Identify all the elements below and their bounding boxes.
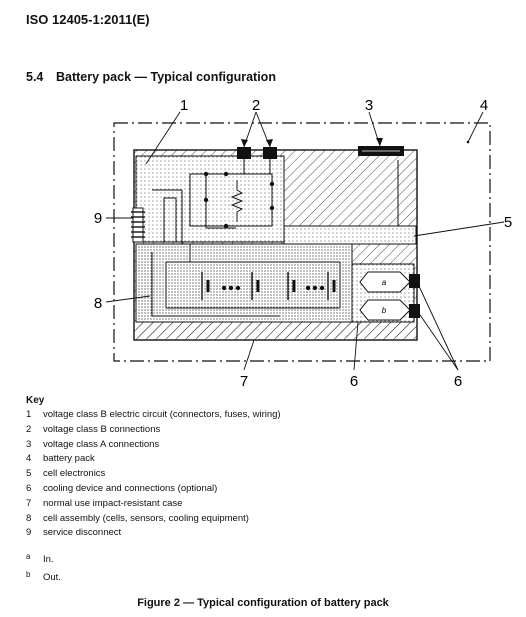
cell-assembly-area <box>135 243 353 323</box>
key-number: 7 <box>26 497 32 509</box>
key-item: 9 service disconnect <box>26 527 281 542</box>
cooling-connector-outlet <box>409 304 420 318</box>
key-number: 2 <box>26 423 32 435</box>
section-heading: 5.4 Battery pack — Typical configuration <box>26 70 276 84</box>
class-b-circuit-area <box>135 155 285 243</box>
callout-6-connectors: 6 <box>454 373 462 390</box>
cell-ellipsis-dots <box>221 285 325 291</box>
key-text: service disconnect <box>43 527 122 539</box>
callout-9: 9 <box>94 210 102 227</box>
note-text: In. <box>43 554 54 565</box>
cell-symbols <box>201 272 336 300</box>
key-text: voltage class B electric circuit (connec… <box>43 409 281 420</box>
key-item: 5 cell electronics <box>26 468 281 483</box>
class-b-connector-2 <box>263 147 277 159</box>
key-text: cell assembly (cells, sensors, cooling e… <box>43 512 249 524</box>
coolant-outlet-arrow <box>359 299 411 321</box>
note-item: b Out. <box>26 570 61 590</box>
wiring-nodes <box>203 171 275 229</box>
cooling-connector-inlet <box>409 274 420 288</box>
key-number: 3 <box>26 438 32 450</box>
key-number: 1 <box>26 409 32 420</box>
key-title: Key <box>26 395 45 406</box>
leader-lines <box>105 111 505 371</box>
inlet-marker: a <box>382 278 387 287</box>
key-item: 2 voltage class B connections <box>26 424 281 439</box>
battery-pack-outline <box>113 122 491 362</box>
callout-2: 2 <box>252 97 260 114</box>
key-text: battery pack <box>43 453 95 465</box>
note-item: a In. <box>26 552 61 572</box>
cell-electronics-area <box>283 225 417 245</box>
callout-1: 1 <box>180 97 188 114</box>
key-item: 6 cooling device and connections (optiona… <box>26 483 281 498</box>
key-notes: a In. b Out. <box>26 552 61 590</box>
key-number: 5 <box>26 468 32 480</box>
key-number: 9 <box>26 527 32 539</box>
key-item: 7 normal use impact-resistant case <box>26 498 281 513</box>
key-item: 8 cell assembly (cells, sensors, cooling … <box>26 513 281 528</box>
cell-wiring <box>151 244 341 317</box>
key-number: 6 <box>26 482 32 494</box>
key-item: 4 battery pack <box>26 453 281 468</box>
key-number: 4 <box>26 453 32 465</box>
section-title: Battery pack — Typical configuration <box>56 70 276 84</box>
key-text: voltage class A connections <box>43 438 160 450</box>
callout-8: 8 <box>94 295 102 312</box>
key-text: voltage class B connections <box>43 423 161 435</box>
callout-6-cooling-area: 6 <box>350 373 358 390</box>
key-text: normal use impact-resistant case <box>43 497 183 509</box>
class-b-connector-1 <box>237 147 251 159</box>
key-list: 1 voltage class B electric circuit (conne… <box>26 409 281 542</box>
key-number: 8 <box>26 512 32 524</box>
callout-7: 7 <box>240 373 248 390</box>
section-number: 5.4 <box>26 70 44 84</box>
key-item: 3 voltage class A connections <box>26 439 281 454</box>
figure-caption: Figure 2 — Typical configuration of batt… <box>137 597 389 609</box>
note-mark: b <box>26 570 31 579</box>
class-b-wiring <box>152 150 399 244</box>
callout-5: 5 <box>504 214 512 231</box>
callout-3: 3 <box>365 97 373 114</box>
key-item: 1 voltage class B electric circuit (conne… <box>26 409 281 424</box>
key-text: cooling device and connections (optional… <box>43 482 218 494</box>
outlet-marker: b <box>382 306 387 315</box>
callout-4: 4 <box>480 97 488 114</box>
key-text: cell electronics <box>43 468 106 480</box>
service-disconnect <box>131 207 145 243</box>
coolant-inlet-arrow <box>359 271 411 293</box>
standard-header: ISO 12405-1:2011(E) <box>26 12 150 27</box>
note-text: Out. <box>43 572 61 583</box>
note-mark: a <box>26 552 31 561</box>
